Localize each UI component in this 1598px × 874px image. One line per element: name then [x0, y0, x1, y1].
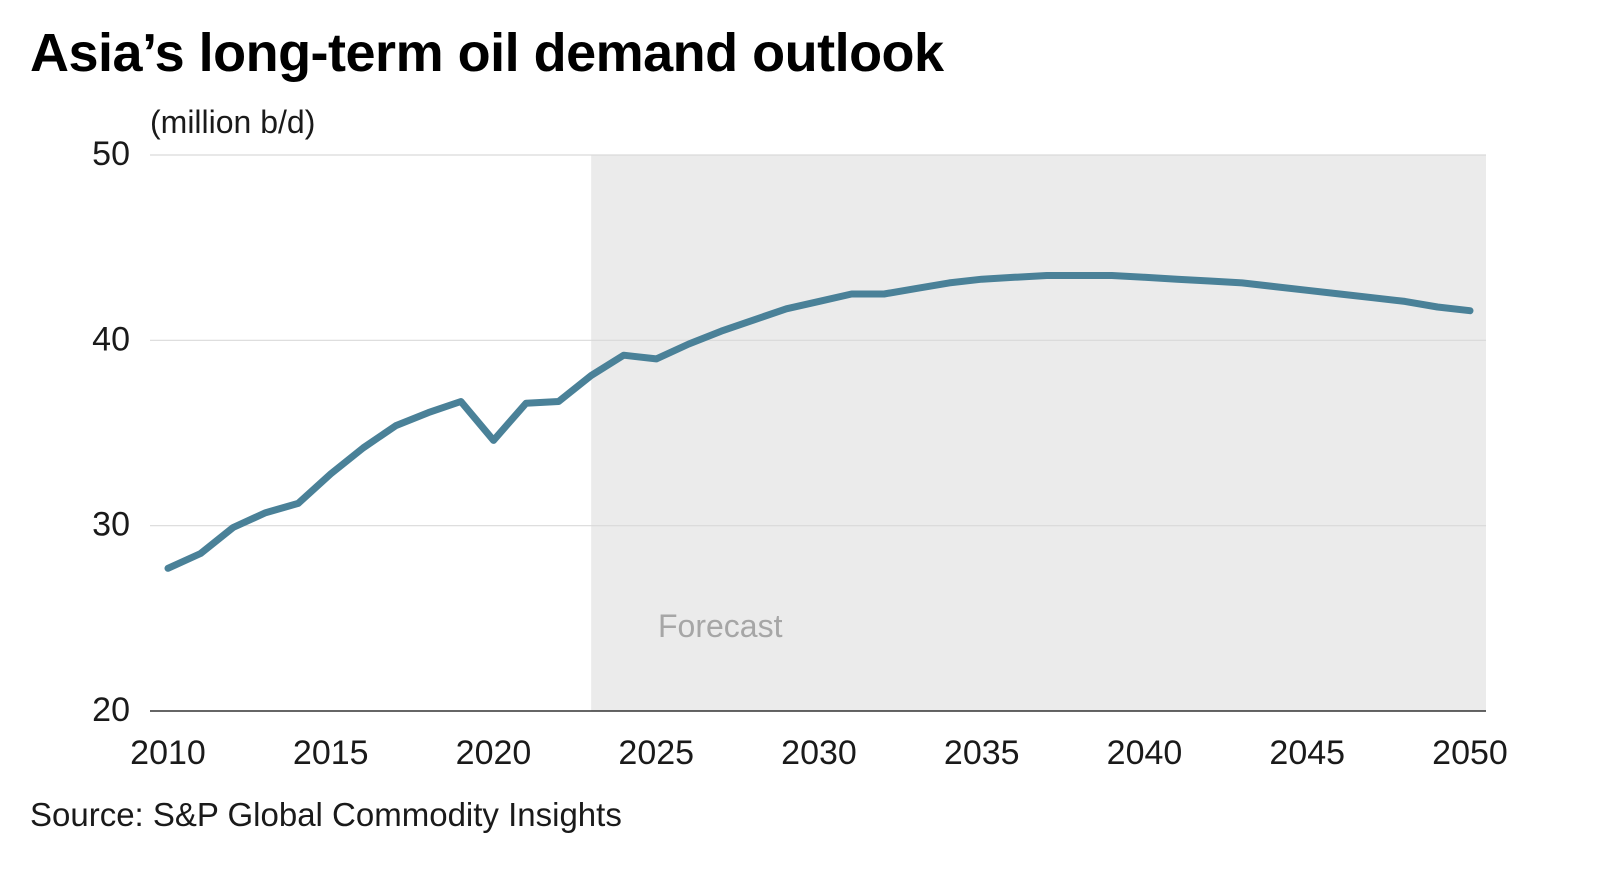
data-point: [1271, 283, 1278, 290]
x-tick-label: 2030: [781, 734, 857, 772]
y-tick-label: 50: [92, 135, 130, 173]
data-point: [1174, 276, 1181, 283]
data-point: [360, 444, 367, 451]
x-tick-label: 2020: [456, 734, 532, 772]
data-point: [1011, 274, 1018, 281]
data-point: [783, 305, 790, 312]
gridlines: [150, 154, 1486, 712]
data-point: [588, 372, 595, 379]
data-point: [392, 422, 399, 429]
data-point: [1369, 294, 1376, 301]
x-tick-label: 2025: [618, 734, 694, 772]
x-tick-label: 2010: [130, 734, 206, 772]
data-point: [1239, 279, 1246, 286]
forecast-label: Forecast: [658, 608, 783, 644]
x-tick-label: 2035: [944, 734, 1020, 772]
data-point: [555, 398, 562, 405]
y-tick-label: 20: [92, 691, 130, 729]
data-point: [1206, 278, 1213, 285]
chart-title: Asia’s long-term oil demand outlook: [30, 23, 944, 83]
data-point: [1434, 303, 1441, 310]
data-point: [685, 341, 692, 348]
data-point: [295, 500, 302, 507]
data-point: [718, 328, 725, 335]
data-point: [425, 409, 432, 416]
x-tick-label: 2050: [1432, 734, 1508, 772]
data-point: [816, 298, 822, 305]
data-point: [1043, 272, 1050, 279]
data-point: [978, 276, 985, 283]
y-axis-unit-label: (million b/d): [150, 104, 316, 140]
data-point: [1467, 307, 1473, 314]
x-tick-label: 2040: [1107, 734, 1183, 772]
data-point: [1304, 287, 1311, 294]
data-point: [262, 509, 269, 516]
data-point: [327, 470, 334, 477]
data-point: [1401, 298, 1408, 305]
data-point: [230, 524, 237, 531]
y-tick-labels: 20 30 40 50: [92, 135, 130, 729]
data-point: [620, 352, 627, 359]
data-point: [848, 291, 855, 297]
x-tick-labels: 2010 2015 2020 2025 2030 2035 2040 2045 2050: [130, 734, 1508, 772]
data-point: [1108, 272, 1115, 279]
y-tick-label: 30: [92, 506, 130, 544]
data-point: [490, 437, 497, 444]
data-point: [1076, 272, 1083, 279]
data-points: [165, 272, 1473, 572]
y-tick-label: 40: [92, 320, 130, 358]
data-point: [523, 400, 530, 407]
data-point: [1336, 291, 1343, 297]
data-point: [1141, 274, 1148, 281]
source-note: Source: S&P Global Commodity Insights: [30, 796, 622, 833]
data-point: [913, 285, 920, 292]
data-point: [881, 291, 888, 297]
x-tick-label: 2045: [1269, 734, 1345, 772]
data-point: [197, 550, 204, 557]
data-point: [946, 279, 953, 286]
forecast-region: [591, 155, 1486, 711]
data-point: [750, 316, 757, 323]
data-point: [457, 398, 464, 405]
data-point: [165, 565, 171, 572]
x-tick-label: 2015: [293, 734, 369, 772]
data-point: [653, 355, 660, 362]
